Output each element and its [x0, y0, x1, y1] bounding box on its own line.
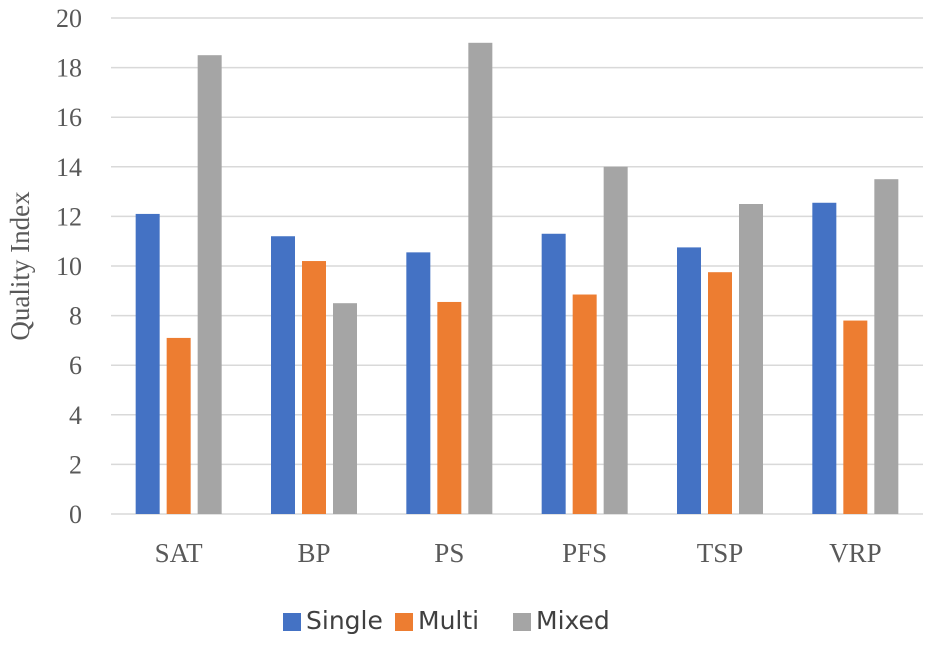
x-category-label: PS [434, 538, 464, 568]
gridlines [111, 17, 923, 515]
bar-mixed-tsp [739, 204, 763, 514]
legend-label-multi: Multi [418, 606, 479, 635]
bar-multi-bp [302, 261, 326, 514]
y-tick-label: 20 [56, 4, 82, 33]
y-axis-ticks: 0 2 4 6 8 10 12 14 16 18 20 [56, 4, 82, 529]
bar-multi-pfs [572, 294, 597, 514]
legend-swatch-mixed [513, 613, 531, 631]
y-tick-label: 14 [56, 153, 82, 182]
y-tick-label: 10 [56, 252, 82, 281]
bar-mixed-sat [197, 55, 222, 514]
x-category-label: TSP [697, 538, 744, 568]
bar-mixed-bp [333, 303, 357, 514]
y-tick-label: 12 [56, 202, 82, 231]
x-category-label: PFS [562, 538, 607, 568]
bar-multi-ps [437, 301, 462, 514]
y-tick-label: 18 [56, 54, 82, 83]
bar-multi-vrp [843, 320, 868, 514]
y-axis-title: Quality Index [5, 191, 35, 341]
legend-label-single: Single [306, 606, 383, 635]
y-tick-label: 6 [69, 351, 82, 380]
y-tick-label: 8 [69, 302, 82, 331]
y-tick-label: 2 [69, 450, 82, 479]
bar-single-tsp [677, 247, 701, 514]
bar-mixed-vrp [874, 179, 899, 514]
bar-single-ps [406, 252, 431, 515]
x-category-label: VRP [829, 538, 882, 568]
bar-single-vrp [812, 202, 837, 514]
y-tick-label: 4 [69, 401, 82, 430]
bar-multi-sat [166, 337, 191, 514]
bar-mixed-pfs [603, 166, 628, 515]
bar-single-pfs [541, 233, 566, 514]
bars [135, 42, 899, 515]
bar-mixed-ps [468, 42, 493, 515]
bar-single-bp [271, 236, 295, 515]
legend: Single Multi Mixed [283, 606, 610, 635]
x-category-label: BP [297, 538, 330, 568]
y-tick-label: 16 [56, 103, 82, 132]
bar-multi-tsp [708, 272, 732, 514]
legend-swatch-single [283, 613, 301, 631]
bar-single-sat [135, 213, 160, 515]
y-tick-label: 0 [69, 500, 82, 529]
legend-swatch-multi [395, 613, 413, 631]
x-category-label: SAT [155, 538, 204, 568]
x-axis-categories: SAT BP PS PFS TSP VRP [155, 538, 882, 568]
legend-label-mixed: Mixed [536, 606, 610, 635]
